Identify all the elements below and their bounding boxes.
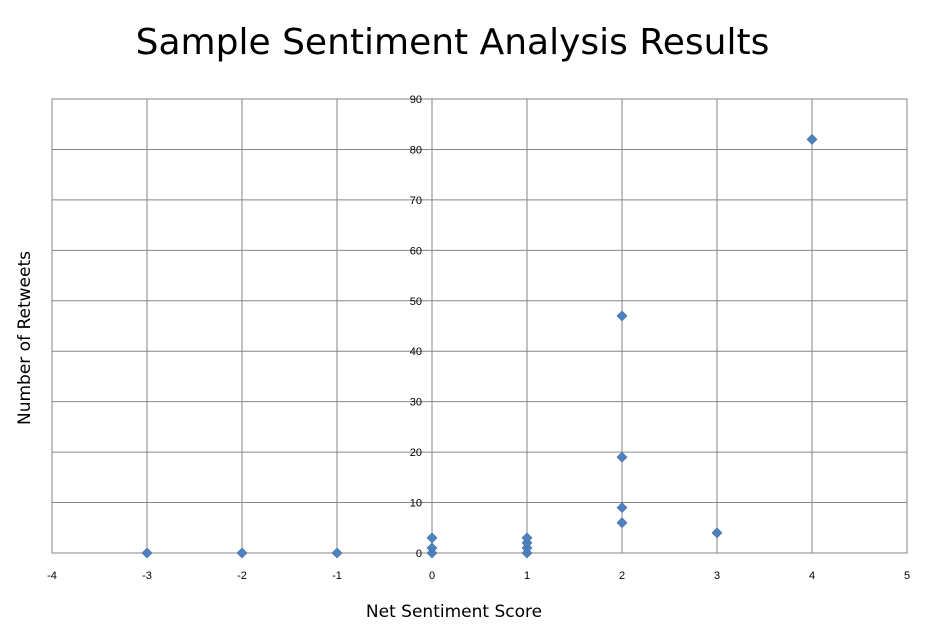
- y-tick-label: 80: [410, 144, 422, 156]
- x-tick-label: -1: [332, 570, 342, 582]
- data-points: [141, 133, 818, 559]
- data-point: [616, 310, 628, 322]
- x-tick-label: 0: [429, 570, 435, 582]
- x-tick-label: -2: [237, 570, 247, 582]
- data-point: [616, 451, 628, 463]
- x-tick-label: 1: [524, 570, 530, 582]
- y-tick-labels: 0 10 20 30 40 50 60 70 80 90: [410, 94, 422, 560]
- y-tick-label: 70: [410, 195, 422, 207]
- y-tick-label: 90: [410, 94, 422, 106]
- x-tick-labels: -4 -3 -2 -1 0 1 2 3 4 5: [47, 570, 910, 582]
- y-tick-label: 60: [410, 245, 422, 257]
- x-tick-label: -4: [47, 570, 57, 582]
- chart-title: Sample Sentiment Analysis Results: [135, 22, 770, 63]
- data-point: [331, 547, 343, 559]
- x-tick-label: -3: [142, 570, 152, 582]
- data-point: [426, 532, 438, 544]
- y-tick-label: 0: [416, 548, 422, 560]
- x-axis-label: Net Sentiment Score: [365, 602, 543, 622]
- y-tick-label: 10: [410, 498, 422, 510]
- data-point: [236, 547, 248, 559]
- data-point: [711, 527, 723, 539]
- y-axis-label: Number of Retweets: [15, 250, 35, 426]
- y-tick-label: 20: [410, 447, 422, 459]
- x-tick-label: 3: [714, 570, 720, 582]
- data-point: [616, 517, 628, 529]
- y-tick-label: 50: [410, 296, 422, 308]
- grid-lines: [51, 98, 908, 554]
- y-tick-label: 30: [410, 397, 422, 409]
- data-point: [141, 547, 153, 559]
- data-point: [521, 532, 533, 544]
- data-point: [426, 542, 438, 554]
- data-point: [806, 133, 818, 145]
- y-tick-label: 40: [410, 346, 422, 358]
- data-point: [616, 502, 628, 514]
- plot-area-border: [51, 98, 908, 554]
- x-tick-label: 5: [904, 570, 910, 582]
- x-tick-label: 4: [809, 570, 815, 582]
- x-tick-label: 2: [619, 570, 625, 582]
